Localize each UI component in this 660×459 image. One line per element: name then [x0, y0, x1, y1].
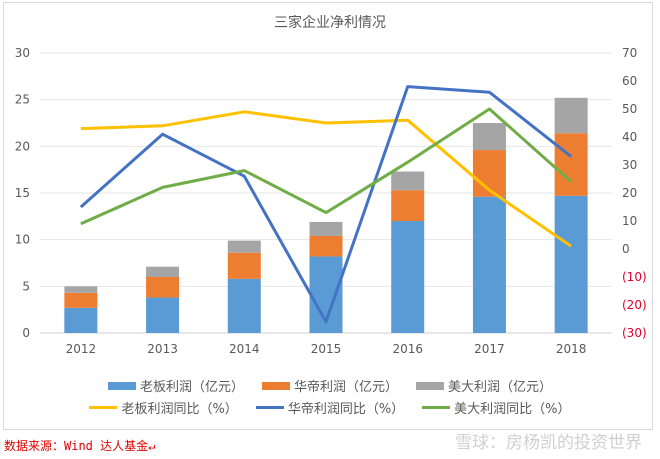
legend-item: 华帝利润同比（%）: [255, 398, 405, 417]
bar-segment: [391, 190, 425, 221]
x-tick-label: 2017: [474, 342, 505, 356]
right-tick-label: (30): [622, 326, 647, 340]
right-tick-label: 60: [622, 74, 637, 88]
legend-label: 老板利润（亿元）: [139, 380, 244, 395]
left-tick-label: 5: [22, 279, 30, 293]
legend-lines: 老板利润同比（%） 华帝利润同比（%） 美大利润同比（%）: [0, 398, 660, 417]
bar-segment: [146, 277, 180, 298]
bar-segment: [146, 297, 180, 333]
legend-line: [255, 406, 284, 409]
bar-segment: [391, 171, 425, 191]
legend-swatch: [416, 381, 444, 390]
bar-segment: [227, 278, 261, 333]
x-tick-label: 2018: [556, 342, 587, 356]
x-tick-label: 2013: [147, 342, 178, 356]
bar-segment: [146, 266, 180, 277]
chart-title: 三家企业净利情况: [274, 15, 386, 31]
left-tick-label: 15: [15, 186, 30, 200]
chart-frame: [3, 2, 653, 430]
legend-line: [89, 406, 118, 409]
right-tick-label: 30: [622, 158, 637, 172]
bar-segment: [64, 286, 98, 293]
legend-item: 老板利润同比（%）: [89, 398, 238, 417]
legend-item: 华帝利润（亿元）: [261, 376, 398, 395]
legend-bars: 老板利润（亿元） 华帝利润（亿元） 美大利润（亿元）: [0, 376, 660, 395]
data-source-note: 数据来源：Wind 达人基金↵: [4, 439, 156, 453]
right-tick-label: (20): [622, 298, 647, 312]
bar-segment: [391, 221, 425, 333]
x-tick-label: 2014: [229, 342, 260, 356]
bar-segment: [554, 97, 588, 134]
right-tick-label: 40: [622, 130, 637, 144]
right-tick-label: 20: [622, 186, 637, 200]
bar-segment: [554, 133, 588, 196]
bar-segment: [472, 123, 506, 151]
watermark: 雪球：房杨凯的投资世界: [455, 433, 642, 453]
left-tick-label: 25: [15, 93, 30, 107]
bar-segment: [309, 221, 343, 236]
legend-label: 老板利润同比（%）: [121, 402, 238, 417]
left-tick-label: 30: [15, 46, 30, 60]
x-tick-label: 2012: [66, 342, 97, 356]
right-tick-label: 10: [622, 214, 637, 228]
legend-item: 美大利润（亿元）: [416, 376, 552, 395]
right-tick-label: 70: [622, 46, 637, 60]
x-tick-label: 2016: [392, 342, 423, 356]
left-tick-label: 20: [15, 139, 30, 153]
bar-segment: [472, 196, 506, 333]
bar-segment: [227, 252, 261, 279]
legend-swatch: [107, 381, 136, 390]
legend-label: 华帝利润同比（%）: [287, 402, 405, 417]
bar-segment: [227, 240, 261, 253]
bar-segment: [309, 235, 343, 257]
left-tick-label: 10: [15, 233, 30, 247]
right-tick-label: (10): [622, 270, 647, 284]
right-tick-label: 50: [622, 102, 637, 116]
bar-segment: [554, 195, 588, 333]
legend-label: 美大利润同比（%）: [454, 402, 571, 417]
bar-segment: [64, 307, 98, 333]
legend-item: 老板利润（亿元）: [107, 376, 244, 395]
bar-segment: [64, 292, 98, 308]
legend-swatch: [261, 381, 290, 390]
x-tick-label: 2015: [311, 342, 342, 356]
legend-label: 华帝利润（亿元）: [293, 380, 398, 395]
legend-line: [422, 406, 451, 409]
left-tick-label: 0: [22, 326, 30, 340]
legend-item: 美大利润同比（%）: [422, 398, 571, 417]
legend-label: 美大利润（亿元）: [448, 380, 553, 395]
right-tick-label: 0: [622, 242, 630, 256]
